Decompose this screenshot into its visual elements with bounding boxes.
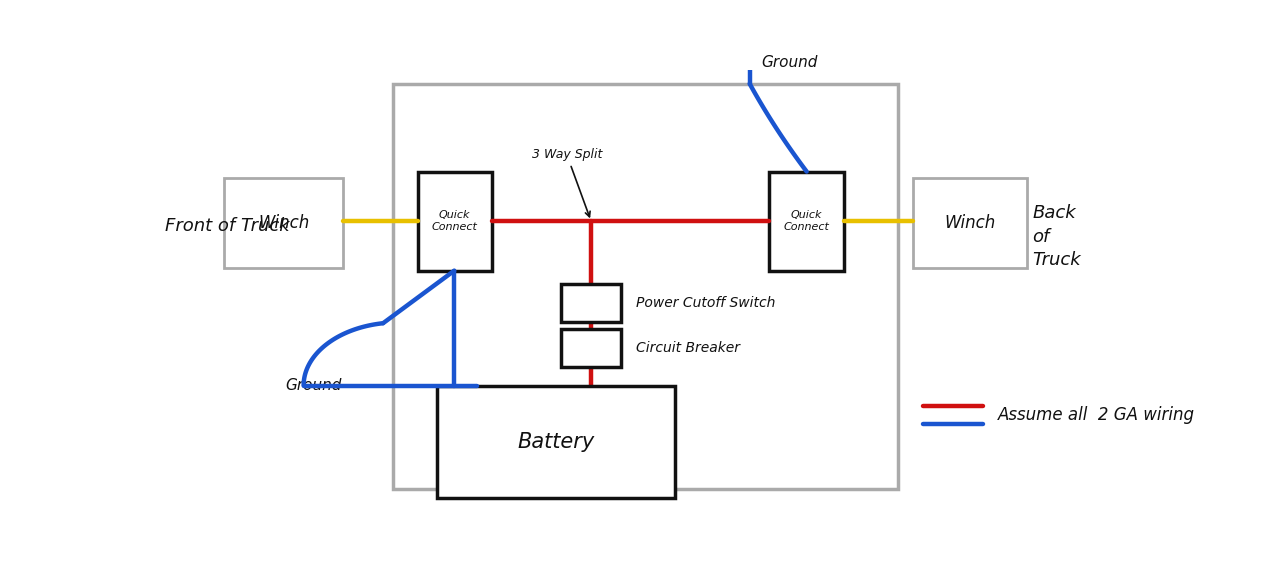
- Text: Power Cutoff Switch: Power Cutoff Switch: [636, 297, 775, 310]
- Text: Ground: Ground: [285, 378, 341, 393]
- Bar: [224, 178, 343, 269]
- Text: Back
of
Truck: Back of Truck: [1032, 204, 1081, 270]
- Text: Quick
Connect: Quick Connect: [784, 210, 830, 232]
- Text: Winch: Winch: [258, 214, 310, 232]
- Bar: [561, 284, 620, 322]
- Text: Ground: Ground: [761, 55, 819, 70]
- Text: Quick
Connect: Quick Connect: [432, 210, 477, 232]
- Text: 3 Way Split: 3 Way Split: [532, 148, 602, 217]
- Bar: [393, 84, 898, 489]
- Text: Assume all  2 GA wiring: Assume all 2 GA wiring: [998, 406, 1195, 424]
- Text: Winch: Winch: [945, 214, 996, 232]
- Bar: [418, 171, 492, 271]
- Text: Battery: Battery: [518, 432, 595, 452]
- Bar: [437, 386, 675, 498]
- Text: Circuit Breaker: Circuit Breaker: [636, 342, 739, 355]
- Text: Front of Truck: Front of Truck: [165, 216, 289, 235]
- Bar: [913, 178, 1027, 269]
- Bar: [561, 329, 620, 367]
- Bar: [770, 171, 844, 271]
